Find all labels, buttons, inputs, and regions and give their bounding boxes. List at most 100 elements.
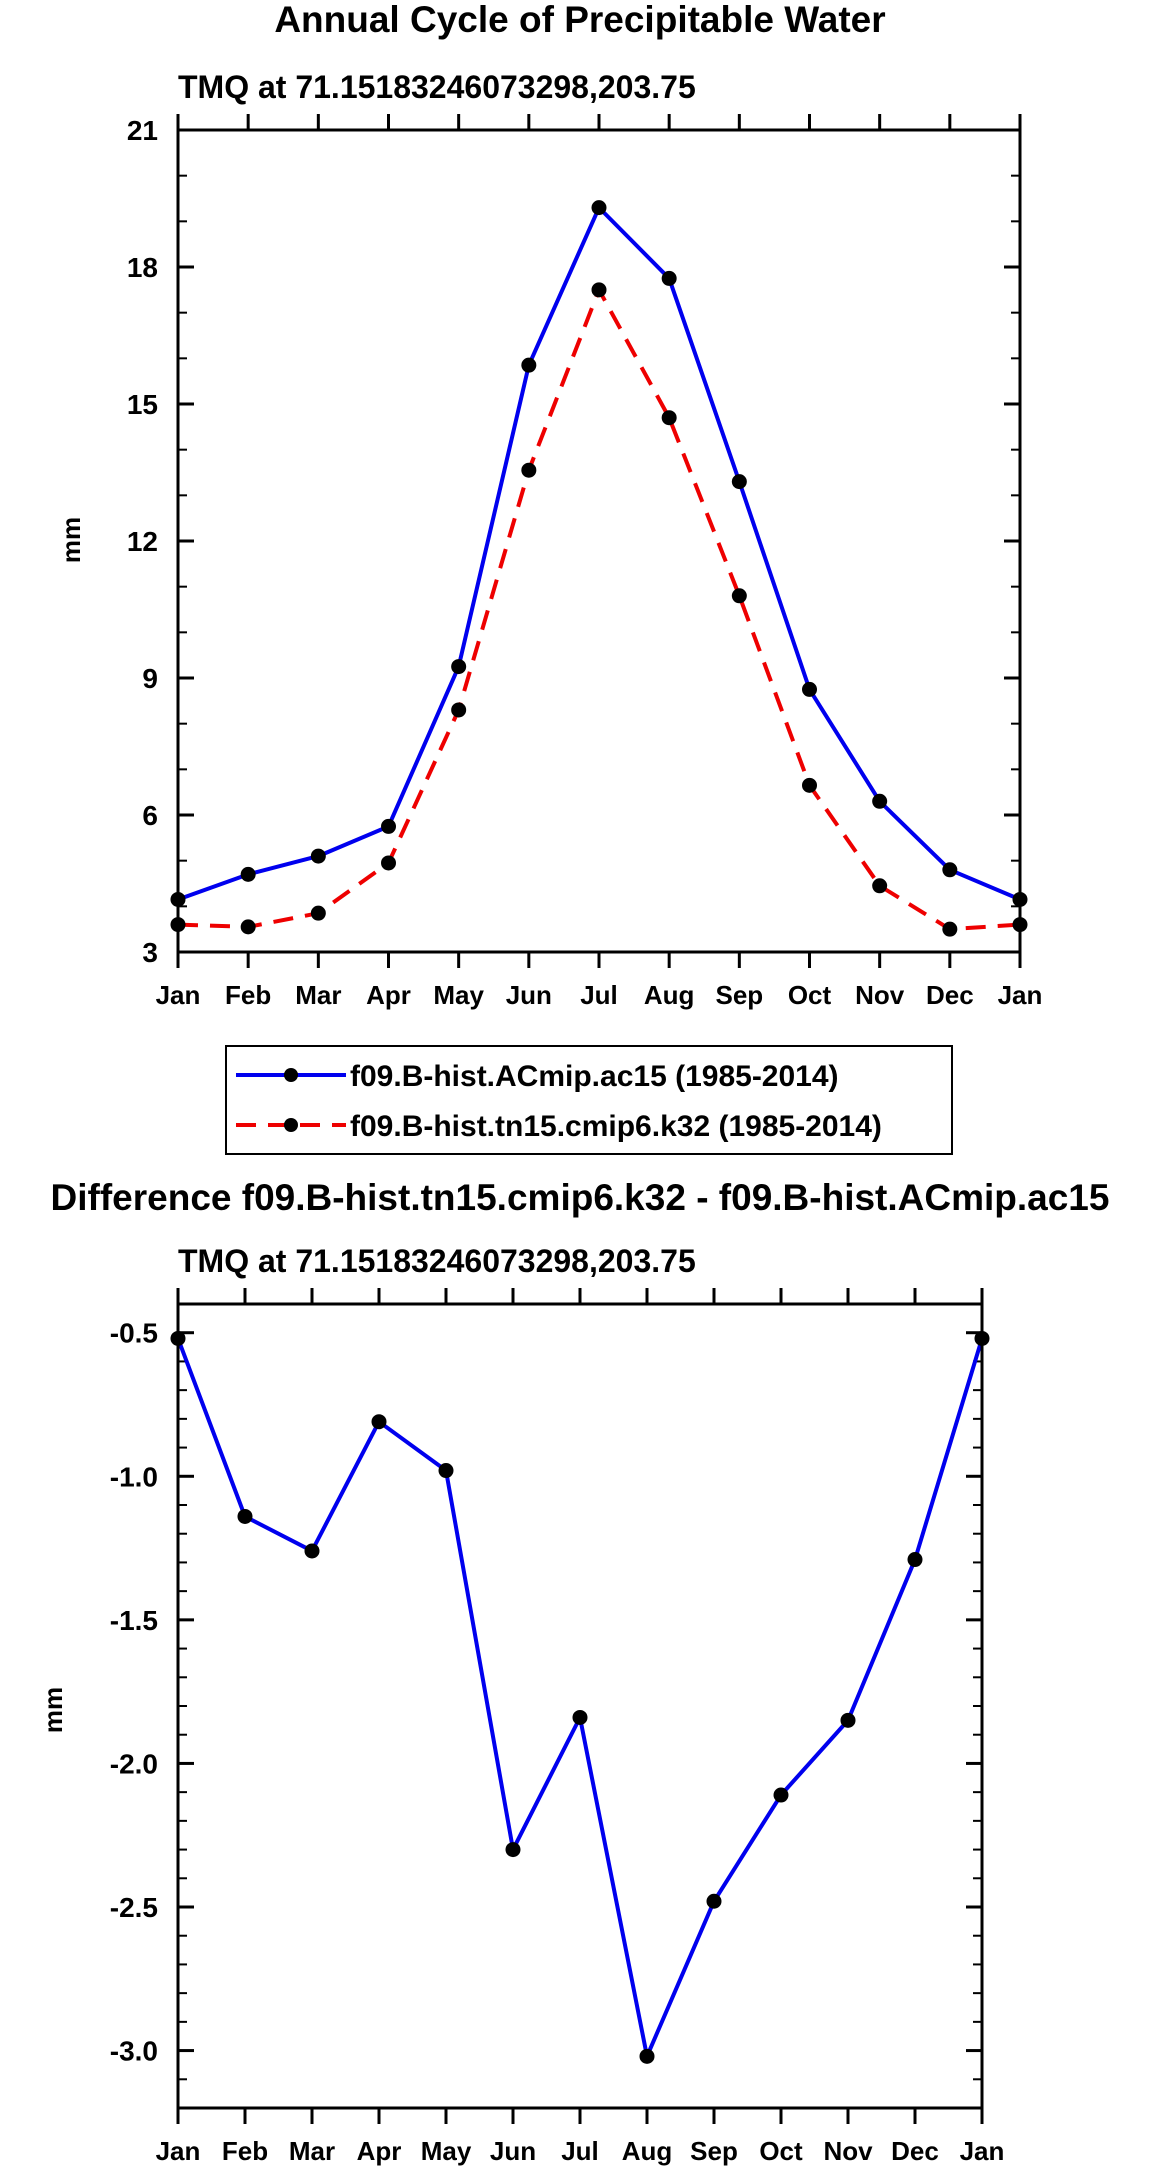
x-tick-label: Nov bbox=[855, 980, 905, 1010]
series-line-1 bbox=[177, 287, 1021, 932]
x-tick-label: Apr bbox=[357, 2136, 402, 2166]
x-tick-label: Feb bbox=[225, 980, 271, 1010]
series-1-point bbox=[521, 462, 537, 478]
series-0-point bbox=[639, 2048, 655, 2064]
chart2-subtitle: TMQ at 71.15183246073298,203.75 bbox=[178, 1243, 696, 1279]
series-0-point bbox=[661, 270, 677, 286]
y-tick-label: -2.0 bbox=[110, 1748, 158, 1779]
y-tick-label: 3 bbox=[142, 937, 158, 968]
x-tick-label: May bbox=[421, 2136, 472, 2166]
x-tick-label: Aug bbox=[644, 980, 695, 1010]
series-0-point bbox=[591, 200, 607, 216]
series-0-point bbox=[438, 1463, 454, 1479]
series-0-point bbox=[907, 1552, 923, 1568]
x-tick-label: Feb bbox=[222, 2136, 268, 2166]
legend-marker-ac15 bbox=[284, 1068, 298, 1082]
x-tick-label: Jun bbox=[506, 980, 552, 1010]
legend-label-k32: f09.B-hist.tn15.cmip6.k32 (1985-2014) bbox=[350, 1110, 882, 1143]
x-tick-label: Jan bbox=[156, 980, 201, 1010]
x-tick-label: Mar bbox=[295, 980, 341, 1010]
chart2-ticks bbox=[176, 1288, 984, 2124]
y-tick-label: -1.5 bbox=[110, 1605, 158, 1636]
series-0-point bbox=[505, 1842, 521, 1858]
chart1-series bbox=[170, 200, 1028, 937]
y-tick-label: 12 bbox=[127, 526, 158, 557]
x-tick-label: Apr bbox=[366, 980, 411, 1010]
legend-box bbox=[225, 1045, 953, 1155]
series-line-0 bbox=[177, 205, 1021, 902]
y-tick-label: -3.0 bbox=[110, 2036, 158, 2067]
chart2-title: Difference f09.B-hist.tn15.cmip6.k32 - f… bbox=[51, 1177, 1110, 1218]
x-tick-label: Oct bbox=[788, 980, 832, 1010]
y-tick-label: 15 bbox=[127, 389, 158, 420]
series-0-point bbox=[802, 681, 817, 697]
series-0-point bbox=[706, 1893, 722, 1909]
chart2-plot-frame bbox=[176, 1302, 984, 2110]
y-tick-label: -1.0 bbox=[110, 1461, 158, 1492]
chart1-y-tick-labels: 3 6 9 12 15 18 21 bbox=[127, 115, 158, 968]
series-1-point bbox=[802, 777, 817, 793]
x-tick-label: Jan bbox=[156, 2136, 201, 2166]
series-0-point bbox=[942, 862, 958, 878]
chart1-ylabel: mm bbox=[56, 517, 86, 563]
y-tick-label: 21 bbox=[127, 115, 158, 146]
x-tick-label: Oct bbox=[759, 2136, 803, 2166]
legend-label-ac15: f09.B-hist.ACmip.ac15 (1985-2014) bbox=[350, 1060, 839, 1093]
legend-marker-k32 bbox=[284, 1118, 298, 1132]
y-tick-label: 9 bbox=[142, 663, 158, 694]
x-tick-label: May bbox=[433, 980, 484, 1010]
series-0-point bbox=[840, 1712, 856, 1728]
annual-cycle-chart: Annual Cycle of Precipitable Water TMQ a… bbox=[56, 0, 1043, 1155]
x-tick-label: Sep bbox=[690, 2136, 738, 2166]
series-0-point bbox=[451, 659, 467, 675]
series-1-point bbox=[310, 905, 326, 921]
x-tick-label: Jul bbox=[561, 2136, 599, 2166]
y-tick-label: -0.5 bbox=[110, 1318, 158, 1349]
series-0-point bbox=[381, 818, 396, 834]
chart2-ylabel: mm bbox=[38, 1687, 68, 1733]
chart1-plot-frame bbox=[176, 128, 1022, 954]
x-tick-label: Jan bbox=[998, 980, 1043, 1010]
series-1-point bbox=[381, 855, 396, 871]
series-0-point bbox=[521, 357, 537, 373]
series-0-point bbox=[572, 1709, 588, 1725]
series-0-point bbox=[310, 848, 326, 864]
series-1-point bbox=[661, 410, 677, 426]
x-tick-label: Nov bbox=[823, 2136, 873, 2166]
chart1-subtitle: TMQ at 71.15183246073298,203.75 bbox=[178, 69, 696, 105]
chart1-ticks bbox=[176, 114, 1022, 968]
series-0-point bbox=[237, 1508, 253, 1524]
chart2-series bbox=[170, 1330, 990, 2064]
series-0-point bbox=[773, 1787, 789, 1803]
series-1-point bbox=[942, 921, 958, 937]
chart1-x-tick-labels: Jan Feb Mar Apr May Jun Jul Aug Sep Oct Nov Dec Jan bbox=[156, 980, 1043, 1010]
y-tick-label: -2.5 bbox=[110, 1892, 158, 1923]
x-tick-label: Mar bbox=[289, 2136, 335, 2166]
x-tick-label: Jun bbox=[490, 2136, 536, 2166]
x-tick-label: Jul bbox=[580, 980, 618, 1010]
series-line-0 bbox=[176, 1337, 984, 2059]
x-tick-label: Dec bbox=[926, 980, 974, 1010]
series-1-point bbox=[872, 878, 888, 894]
series-0-point bbox=[872, 793, 888, 809]
x-tick-label: Sep bbox=[715, 980, 763, 1010]
series-0-point bbox=[731, 474, 747, 490]
series-1-point bbox=[591, 282, 607, 298]
x-tick-label: Jan bbox=[960, 2136, 1005, 2166]
series-0-point bbox=[304, 1543, 320, 1559]
chart1-title: Annual Cycle of Precipitable Water bbox=[274, 0, 885, 40]
y-tick-label: 6 bbox=[142, 800, 158, 831]
x-tick-label: Aug bbox=[622, 2136, 673, 2166]
legend: f09.B-hist.ACmip.ac15 (1985-2014) f09.B-… bbox=[225, 1045, 953, 1155]
series-0-point bbox=[240, 866, 256, 882]
series-1-point bbox=[731, 588, 747, 604]
difference-chart: Difference f09.B-hist.tn15.cmip6.k32 - f… bbox=[38, 1177, 1109, 2166]
y-tick-label: 18 bbox=[127, 252, 158, 283]
x-tick-label: Dec bbox=[891, 2136, 939, 2166]
series-0-point bbox=[371, 1414, 387, 1430]
chart2-y-tick-labels: -3.0 -2.5 -2.0 -1.5 -1.0 -0.5 bbox=[110, 1318, 158, 2067]
chart2-x-tick-labels: Jan Feb Mar Apr May Jun Jul Aug Sep Oct Nov Dec Jan bbox=[156, 2136, 1005, 2166]
series-1-point bbox=[240, 919, 256, 935]
series-1-point bbox=[451, 702, 467, 718]
